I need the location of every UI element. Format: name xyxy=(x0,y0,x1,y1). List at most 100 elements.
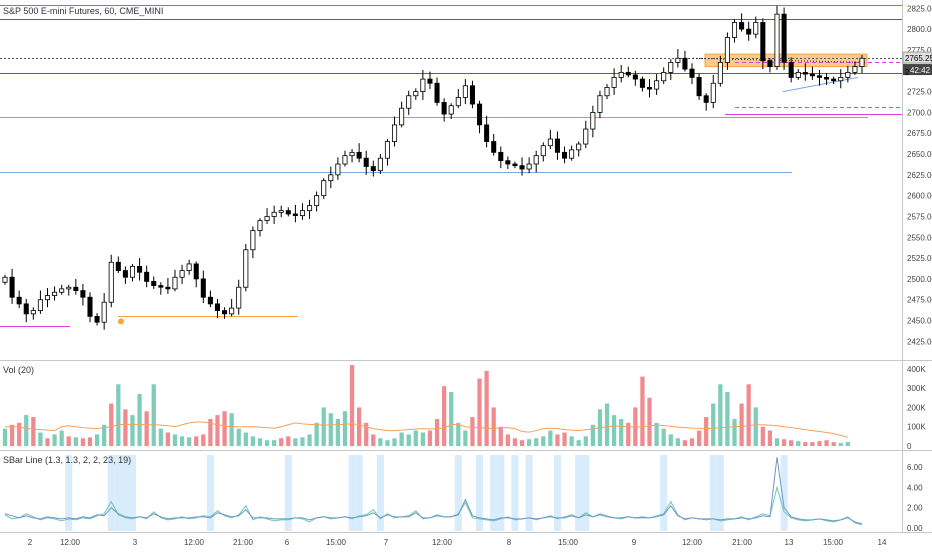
time-tick-label: 15:00 xyxy=(558,538,579,547)
candle-body xyxy=(533,155,539,165)
sbar-highlight xyxy=(780,455,788,531)
time-tick-label: 13 xyxy=(785,538,794,547)
sbar-highlight xyxy=(114,455,122,531)
volume-bar xyxy=(548,430,553,446)
candle-body xyxy=(328,174,334,182)
volume-bar xyxy=(817,441,822,446)
candle-body xyxy=(30,310,36,315)
candle-body xyxy=(632,74,638,80)
candle-body xyxy=(739,22,745,30)
axes-layer: 2425.00 2450.00 2475.00 2500.00 2525.00 2550.… xyxy=(28,4,932,547)
volume-pane[interactable] xyxy=(2,365,850,446)
candle-body xyxy=(321,180,327,197)
candle-body xyxy=(179,270,185,278)
volume-bar xyxy=(576,440,581,446)
volume-bar xyxy=(838,443,843,446)
volume-bar xyxy=(505,434,510,446)
volume-bar xyxy=(250,436,256,446)
volume-bar xyxy=(441,386,447,446)
sbar-highlight xyxy=(454,455,462,531)
volume-bar xyxy=(746,384,751,446)
candle-body xyxy=(710,82,716,103)
volume-bar xyxy=(420,432,426,446)
candle-body xyxy=(462,85,468,98)
volume-bar xyxy=(668,434,673,446)
candle-body xyxy=(243,249,249,288)
volume-bar xyxy=(66,436,71,446)
volume-bar xyxy=(640,376,645,446)
time-tick-label: 8 xyxy=(507,538,512,547)
sbar-highlight xyxy=(107,455,115,531)
countdown-label: 42:42 xyxy=(910,66,931,75)
candle-body xyxy=(604,87,610,97)
volume-bar xyxy=(590,424,595,446)
candle-body xyxy=(731,22,738,38)
volume-bar xyxy=(675,438,680,446)
price-tick-label: 2650.00 xyxy=(907,150,932,159)
volume-bar xyxy=(201,434,206,446)
candle-body xyxy=(795,72,801,78)
candle-body xyxy=(569,149,575,159)
candle-body xyxy=(484,124,490,142)
time-tick-label: 12:00 xyxy=(184,538,205,547)
candle-body xyxy=(94,315,100,323)
candle-body xyxy=(363,157,369,167)
candle-body xyxy=(377,157,383,172)
signal-marker xyxy=(118,318,124,325)
candle-body xyxy=(831,78,837,82)
volume-bar xyxy=(24,415,29,446)
volume-bar xyxy=(2,428,8,446)
volume-bar xyxy=(392,438,397,446)
candle-body xyxy=(838,77,844,82)
candle-body xyxy=(824,77,830,80)
volume-bar xyxy=(123,409,128,446)
price-tick-label: 2575.00 xyxy=(907,212,932,221)
sbar-pane[interactable] xyxy=(4,455,863,531)
volume-bar xyxy=(116,384,121,446)
volume-bar xyxy=(519,440,525,446)
candle-body xyxy=(137,266,143,273)
time-tick-label: 12:00 xyxy=(60,538,81,547)
sbar-highlight xyxy=(121,455,129,531)
price-pane[interactable] xyxy=(0,5,902,330)
sbar-highlight xyxy=(716,455,724,531)
volume-bar xyxy=(526,439,532,446)
candle-body xyxy=(108,261,114,303)
volume-bar xyxy=(725,392,730,446)
sbar-highlight xyxy=(348,455,356,531)
candle-body xyxy=(257,220,263,232)
candle-body xyxy=(144,271,150,282)
candle-body xyxy=(172,276,178,290)
volume-bar xyxy=(272,440,277,446)
volume-bar xyxy=(569,436,574,446)
volume-bar xyxy=(222,411,227,446)
candle-body xyxy=(16,296,22,305)
candle-body xyxy=(526,163,532,170)
volume-bar xyxy=(534,438,539,446)
sbar-highlight xyxy=(355,455,363,531)
volume-bar xyxy=(512,438,518,446)
sbar-line-1 xyxy=(4,456,863,525)
candle-body xyxy=(52,291,58,296)
candle-body xyxy=(214,303,221,311)
candle-body xyxy=(370,166,376,172)
price-tick-label: 2800.00 xyxy=(907,25,932,34)
volume-bar xyxy=(349,365,355,446)
volume-bar xyxy=(158,428,163,446)
volume-bar xyxy=(179,436,185,446)
candle-body xyxy=(816,75,823,78)
volume-bar xyxy=(682,440,688,446)
sbar-highlight xyxy=(525,455,533,531)
volume-bar xyxy=(753,407,758,446)
candle-body xyxy=(349,151,355,157)
candle-body xyxy=(392,124,398,142)
volume-bar xyxy=(604,403,610,446)
candle-body xyxy=(115,261,121,271)
price-tick-label: 2475.00 xyxy=(907,296,932,305)
marker-label: 2 xyxy=(905,68,910,77)
candle-body xyxy=(774,13,780,68)
candle-body xyxy=(271,211,277,217)
volume-bar xyxy=(824,440,829,446)
price-tick-label: 2675.00 xyxy=(907,129,932,138)
candle-body xyxy=(625,72,631,76)
